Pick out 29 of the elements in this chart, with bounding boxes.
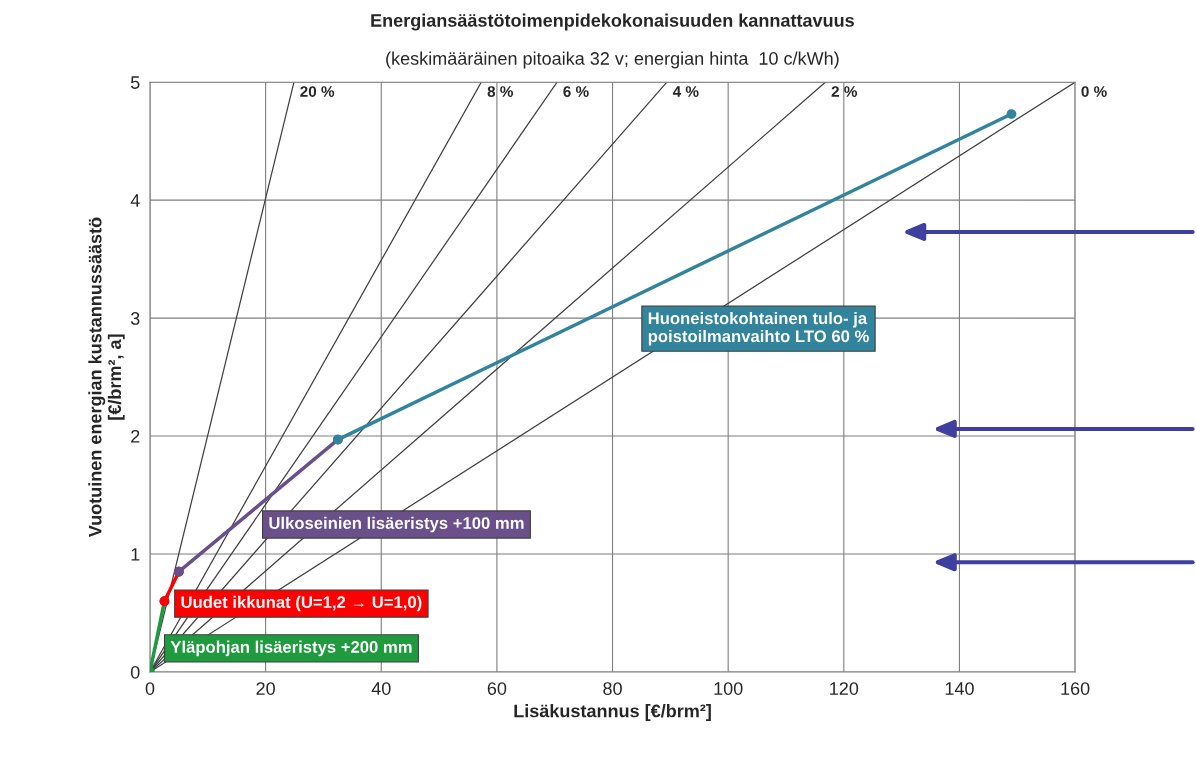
y-tick-label: 3 <box>130 312 140 325</box>
x-axis-title: Lisäkustannus [€/brm²] <box>514 704 711 721</box>
series-label: 4 % <box>672 86 699 97</box>
annotation: Uudet ikkunat (U=1,2 → U=1,0) <box>181 595 422 612</box>
series-label: 2 % <box>831 86 858 97</box>
annotation: Ulkoseinien lisäeristys +100 mm <box>269 516 524 533</box>
annotation: Huoneistokohtainen tulo- ja poistoilmanvaihto LTO 60 % <box>648 311 869 346</box>
y-axis-title: Vuotuinen energian kustannussäästö [€/brm², a] <box>88 217 125 538</box>
x-tick-label: 80 <box>603 682 622 695</box>
series-label: 0 % <box>1081 86 1107 97</box>
x-tick-label: 160 <box>1061 682 1090 695</box>
chart-title: Energiansäästötoimenpidekokonaisuuden kannattavuus <box>371 13 854 31</box>
series-label: 6 % <box>563 86 589 97</box>
x-tick-label: 20 <box>256 682 275 695</box>
series-label: 8 % <box>487 86 513 97</box>
annotation: Yläpohjan lisäeristys +200 mm <box>170 640 412 657</box>
y-tick-label: 1 <box>131 548 140 561</box>
x-tick-label: 140 <box>945 682 974 695</box>
series-label: 20 % <box>300 86 335 97</box>
x-tick-label: 100 <box>714 682 743 695</box>
y-tick-label: 5 <box>130 76 140 89</box>
x-tick-label: 40 <box>371 682 391 695</box>
x-tick-label: 120 <box>830 682 859 695</box>
y-tick-label: 2 <box>131 429 140 443</box>
y-tick-label: 0 <box>130 665 140 679</box>
x-tick-label: 60 <box>487 682 507 695</box>
x-tick-label: 0 <box>145 682 155 695</box>
y-tick-label: 4 <box>130 194 140 207</box>
chart-subtitle: (keskimääräinen pitoaika 32 v; energian hinta 10 c/kWh) <box>386 51 839 69</box>
